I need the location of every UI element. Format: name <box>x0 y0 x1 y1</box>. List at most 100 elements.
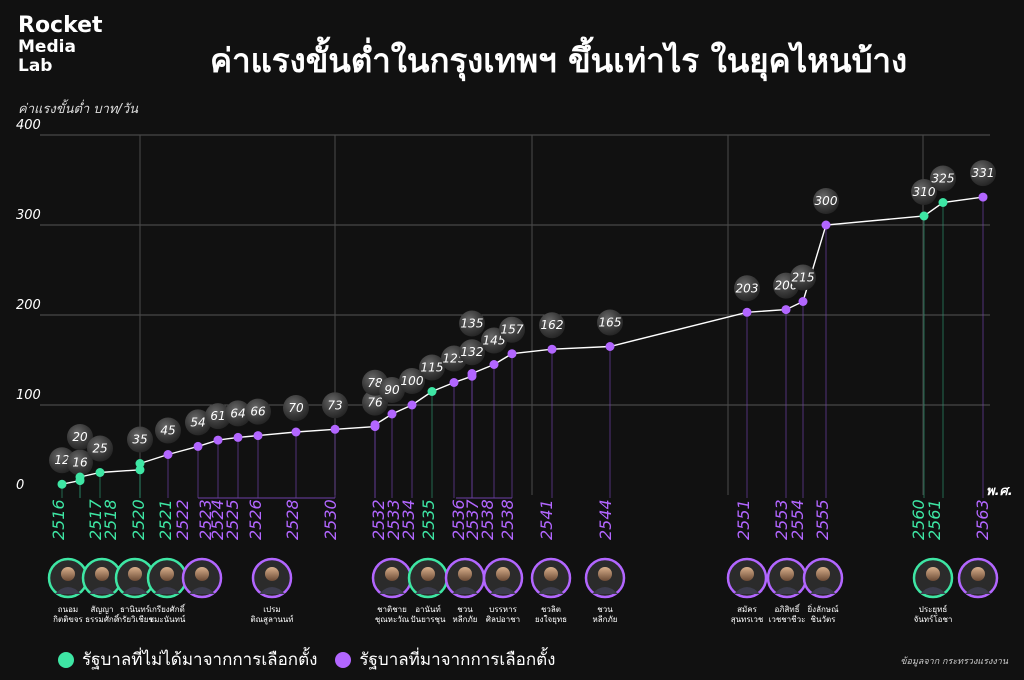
data-point <box>489 360 499 369</box>
value-label: 35 <box>132 433 147 447</box>
series-line-path <box>61 196 984 485</box>
portrait-body <box>592 587 618 594</box>
data-point <box>213 435 223 445</box>
year-label: 2535 <box>419 499 438 540</box>
value-bubble: 162 <box>539 312 565 339</box>
leader-first-name: ยิ่งลักษณ์ <box>807 603 839 614</box>
series-line <box>61 196 984 485</box>
data-point <box>387 409 397 419</box>
portrait-head <box>421 567 435 581</box>
value-bubble-circle <box>499 316 525 343</box>
leader-first-name: ชาติชาย <box>377 605 407 614</box>
value-label: 12 <box>54 453 69 467</box>
value-bubble-circle <box>155 417 181 444</box>
value-label: 20 <box>72 430 88 444</box>
brand-line-2: Media <box>18 37 76 57</box>
year-label: 2536 <box>449 499 468 540</box>
portrait-body <box>538 587 564 594</box>
leader-first-name: ชวน <box>597 605 613 614</box>
leader-portrait: สมัครสุนทรเวช <box>726 557 768 624</box>
leader-first-name: สมัคร <box>737 605 758 614</box>
data-point <box>798 297 808 306</box>
leader-last-name: ชมะนันทน์ <box>149 614 186 624</box>
year-label: 2555 <box>813 499 832 540</box>
portrait-body <box>259 587 285 594</box>
value-label: 115 <box>421 361 444 375</box>
data-point <box>407 400 417 410</box>
leader-last-name: สุนทรเวช <box>731 615 764 624</box>
portrait-body <box>810 587 836 594</box>
value-bubble: 157 <box>499 316 525 343</box>
value-bubble-circle <box>539 312 565 339</box>
value-bubble-circle <box>185 409 211 436</box>
year-label: 2537 <box>463 498 482 540</box>
leader-first-name: ถนอม <box>58 605 78 614</box>
value-label: 331 <box>972 166 995 180</box>
leader-portraits: ถนอมกิตติขจรสัญญาธรรมศักดิ์ธานินทร์กรัยว… <box>47 557 999 625</box>
data-point <box>291 427 301 437</box>
leader-portrait: ยิ่งลักษณ์ชินวัตร <box>802 557 844 624</box>
value-label: 54 <box>190 415 205 429</box>
value-bubble: 132 <box>459 339 485 366</box>
value-bubble-circle <box>459 339 485 366</box>
portrait-body <box>89 587 115 594</box>
value-bubble-circle <box>399 368 425 394</box>
data-points <box>57 192 988 489</box>
value-bubble: 73 <box>322 392 348 419</box>
leader-last-name: ชุณหะวัณ <box>375 615 410 624</box>
year-label: 2532 <box>369 499 388 540</box>
value-label: 73 <box>327 398 342 412</box>
y-tick-label: 200 <box>16 298 41 313</box>
value-label: 64 <box>230 406 245 420</box>
portrait-head <box>926 567 940 581</box>
value-label: 215 <box>792 271 815 285</box>
x-axis-label: พ.ศ. <box>986 484 1013 499</box>
leader-last-name: หลีกภัย <box>453 615 478 624</box>
brand-logo: Rocket Media Lab <box>18 14 103 76</box>
data-point <box>938 198 948 207</box>
data-point <box>547 344 557 354</box>
value-label: 45 <box>160 424 175 438</box>
portrait-head <box>598 567 612 581</box>
legend-swatch-not-elected <box>58 651 74 668</box>
portrait-head <box>195 567 209 581</box>
portrait-body <box>774 587 800 594</box>
value-bubble-circle <box>597 309 623 336</box>
value-label: 300 <box>815 194 838 208</box>
value-bubble: 215 <box>790 264 816 291</box>
portrait-body <box>122 587 148 594</box>
portrait-head <box>496 567 510 581</box>
year-label: 2524 <box>208 499 227 540</box>
value-bubble: 165 <box>597 309 623 336</box>
value-label: 70 <box>288 401 304 415</box>
data-point <box>821 220 831 230</box>
value-label: 100 <box>401 374 424 388</box>
value-bubble: 310 <box>911 179 937 205</box>
data-point <box>605 342 615 351</box>
data-point <box>919 211 929 221</box>
leader-first-name: สัญญา <box>90 605 113 614</box>
data-point <box>95 468 105 477</box>
value-bubble: 35 <box>127 426 153 453</box>
y-tick-label: 0 <box>16 478 24 493</box>
value-bubble-circle <box>459 310 485 337</box>
year-label: 2530 <box>321 499 340 540</box>
leader-last-name: ธรรมศักดิ์ <box>85 613 120 624</box>
year-label: 2522 <box>173 499 192 540</box>
value-bubble: 16 <box>67 449 93 476</box>
value-bubble: 61 <box>205 403 231 430</box>
leader-last-name: ปันยารชุน <box>411 615 446 624</box>
leader-first-name: เปรม <box>263 605 280 614</box>
portrait-head <box>128 567 142 581</box>
value-bubble-circle <box>127 426 153 453</box>
year-label: 2538 <box>478 499 497 540</box>
portrait-body <box>415 587 441 594</box>
y-tick-label: 400 <box>16 118 41 133</box>
value-bubble-circle <box>87 435 113 462</box>
value-bubble-circle <box>67 424 93 450</box>
year-label: 2541 <box>537 499 556 540</box>
portrait-head <box>458 567 472 581</box>
